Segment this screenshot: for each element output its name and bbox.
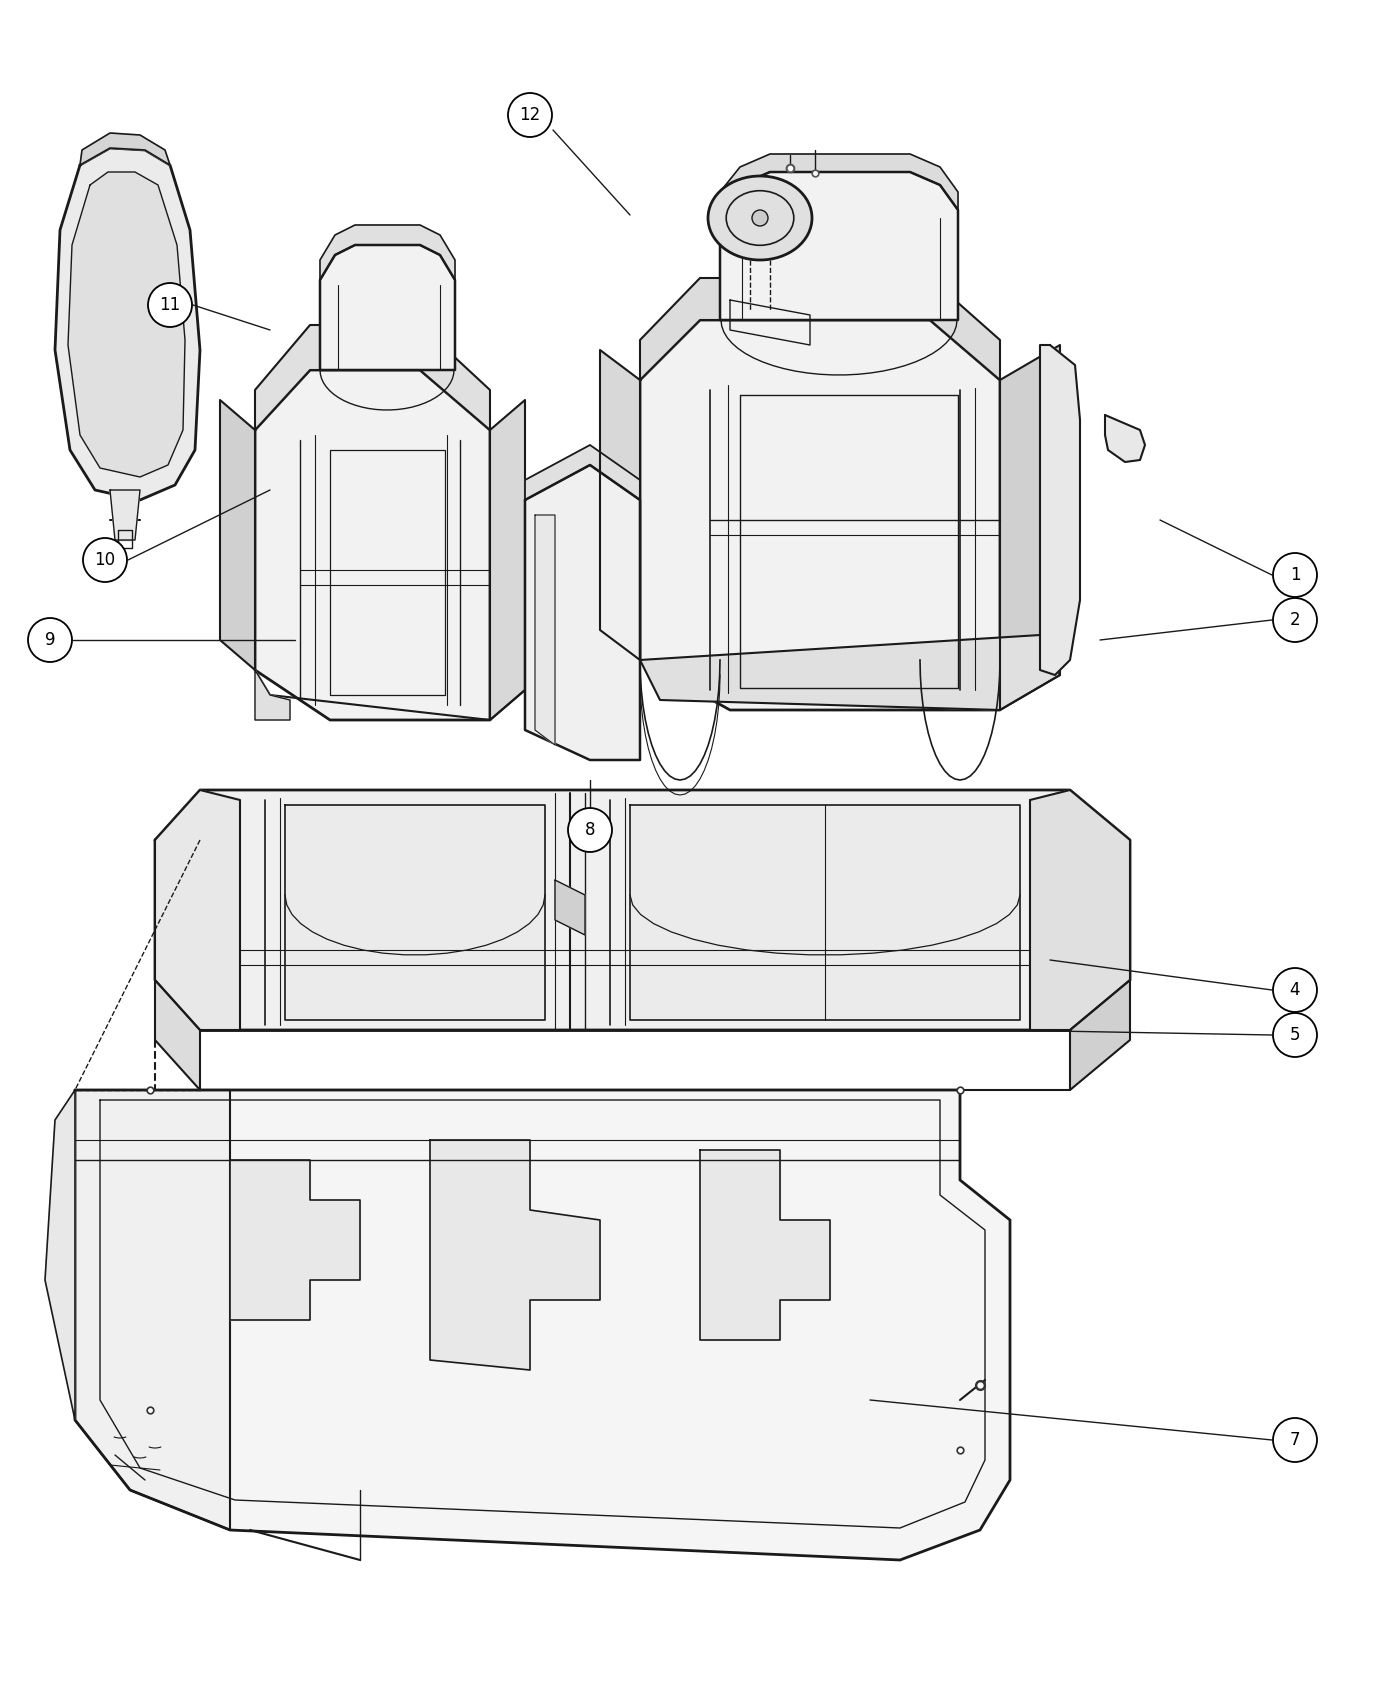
Circle shape	[1273, 967, 1317, 1012]
Polygon shape	[155, 790, 1130, 1030]
Text: 7: 7	[1289, 1431, 1301, 1448]
Text: 10: 10	[94, 551, 116, 570]
Circle shape	[148, 282, 192, 326]
Circle shape	[83, 537, 127, 581]
Polygon shape	[640, 279, 1000, 381]
Text: 1: 1	[1289, 566, 1301, 585]
Polygon shape	[155, 979, 200, 1090]
Circle shape	[28, 619, 71, 661]
Polygon shape	[1105, 415, 1145, 462]
Circle shape	[1273, 1418, 1317, 1462]
Polygon shape	[430, 1141, 601, 1370]
Text: 4: 4	[1289, 981, 1301, 1000]
Polygon shape	[700, 1149, 830, 1340]
Polygon shape	[490, 400, 525, 721]
Circle shape	[752, 211, 769, 226]
Polygon shape	[535, 515, 554, 745]
Ellipse shape	[708, 177, 812, 260]
Polygon shape	[640, 636, 1060, 711]
Polygon shape	[255, 325, 490, 430]
Polygon shape	[286, 806, 545, 1020]
Circle shape	[1273, 1013, 1317, 1057]
Polygon shape	[1030, 790, 1130, 1030]
Polygon shape	[525, 466, 640, 760]
Text: 2: 2	[1289, 610, 1301, 629]
Text: 8: 8	[585, 821, 595, 840]
Text: 11: 11	[160, 296, 181, 314]
Polygon shape	[720, 155, 958, 211]
Circle shape	[1273, 598, 1317, 643]
Polygon shape	[525, 445, 640, 500]
Text: 9: 9	[45, 631, 55, 649]
Polygon shape	[601, 350, 640, 660]
Circle shape	[508, 94, 552, 138]
Polygon shape	[55, 148, 200, 500]
Circle shape	[568, 808, 612, 852]
Polygon shape	[76, 1090, 230, 1530]
Polygon shape	[640, 320, 1000, 711]
Polygon shape	[220, 400, 255, 670]
Polygon shape	[45, 1090, 76, 1420]
Polygon shape	[155, 790, 239, 1030]
Polygon shape	[1040, 345, 1079, 675]
Polygon shape	[554, 881, 585, 935]
Polygon shape	[720, 172, 958, 320]
Polygon shape	[1000, 345, 1060, 711]
Polygon shape	[76, 1090, 1009, 1561]
Text: 5: 5	[1289, 1027, 1301, 1044]
Polygon shape	[80, 133, 169, 165]
Polygon shape	[111, 490, 140, 541]
Polygon shape	[630, 806, 1021, 1020]
Polygon shape	[255, 371, 490, 721]
Polygon shape	[230, 1159, 360, 1319]
Polygon shape	[1070, 979, 1130, 1090]
Polygon shape	[321, 224, 455, 280]
Circle shape	[1273, 552, 1317, 597]
Polygon shape	[321, 245, 455, 371]
Text: 12: 12	[519, 105, 540, 124]
Polygon shape	[255, 670, 290, 721]
Polygon shape	[69, 172, 185, 478]
